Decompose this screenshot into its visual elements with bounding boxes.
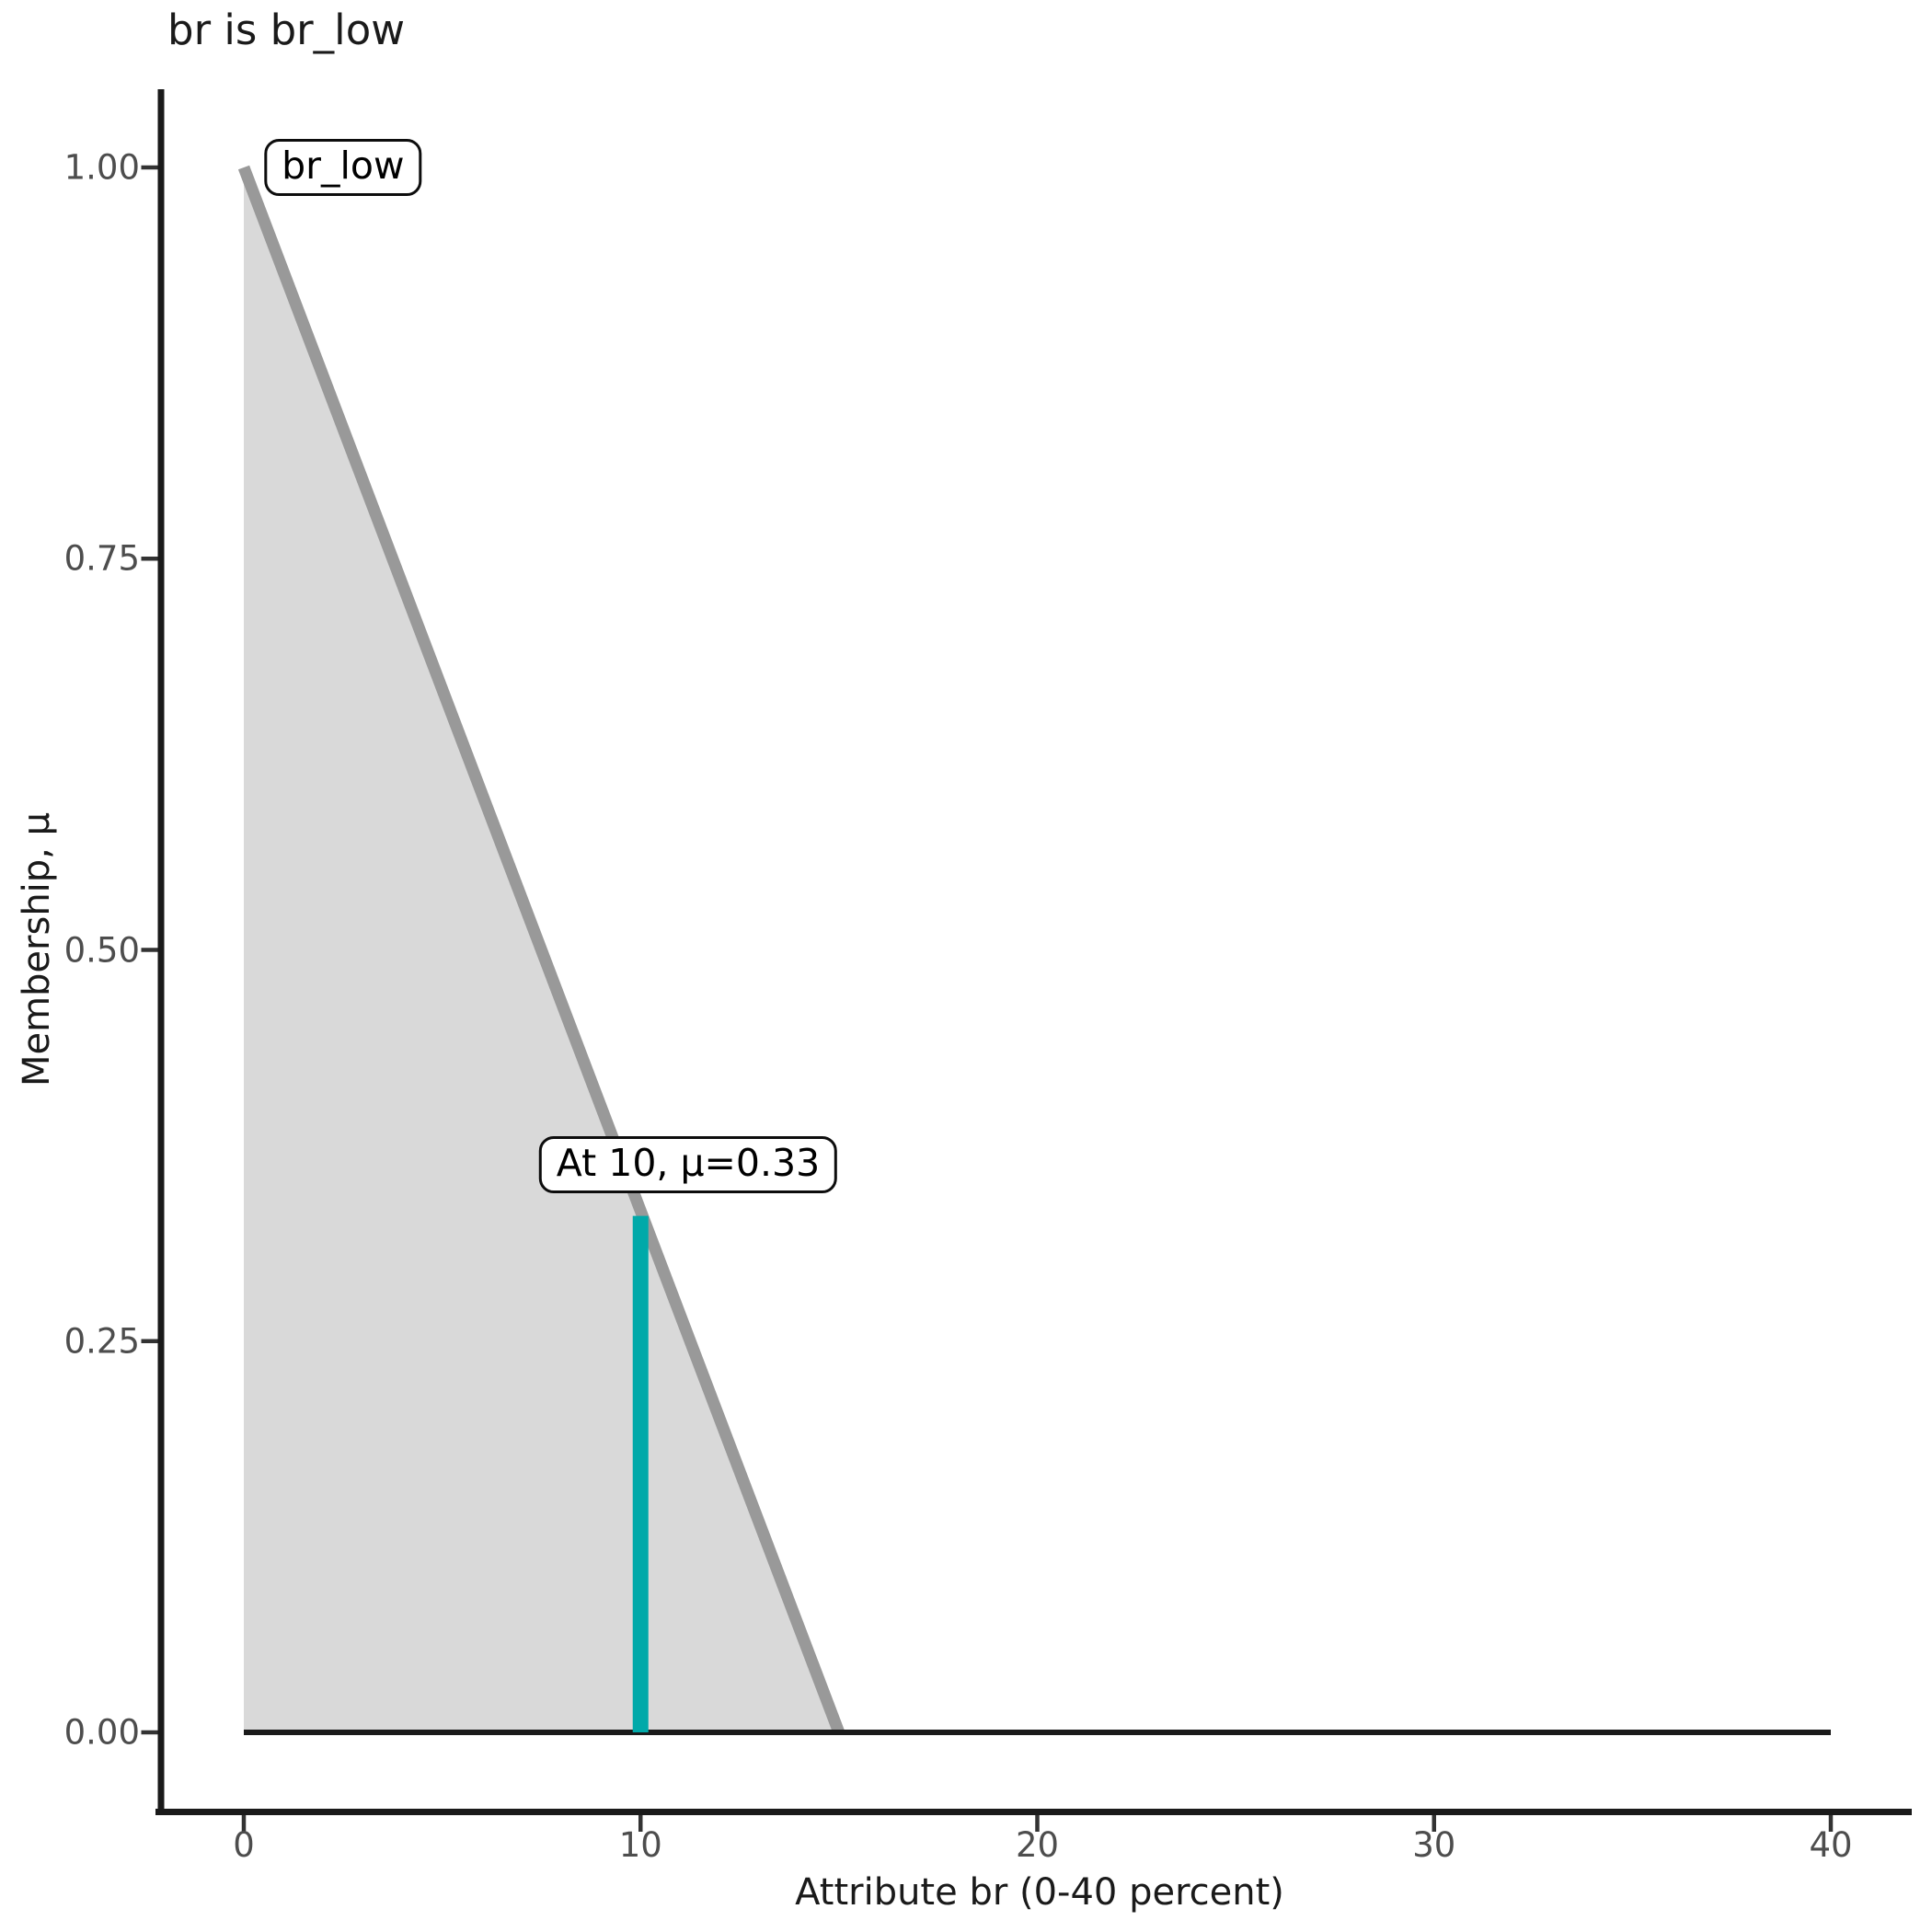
- x-tick-label: 10: [618, 1825, 662, 1865]
- chart-title: br is br_low: [167, 6, 406, 54]
- set-label: br_low: [264, 139, 422, 196]
- x-tick-label: 40: [1809, 1825, 1853, 1865]
- x-tick-label: 30: [1412, 1825, 1456, 1865]
- x-axis-title: Attribute br (0-40 percent): [795, 1871, 1284, 1914]
- evaluation-label: At 10, μ=0.33: [538, 1135, 838, 1193]
- membership-edge-line: [237, 165, 845, 1735]
- y-tick-label: 0.75: [63, 538, 140, 579]
- x-tick-label: 0: [233, 1825, 255, 1865]
- y-tick-label: 0.25: [63, 1321, 140, 1362]
- x-tick-label: 20: [1015, 1825, 1060, 1865]
- y-tick-label: 0.50: [63, 930, 140, 970]
- y-tick-label: 0.00: [63, 1712, 140, 1753]
- y-axis-title: Membership, μ: [16, 811, 58, 1087]
- y-tick-label: 1.00: [63, 147, 140, 188]
